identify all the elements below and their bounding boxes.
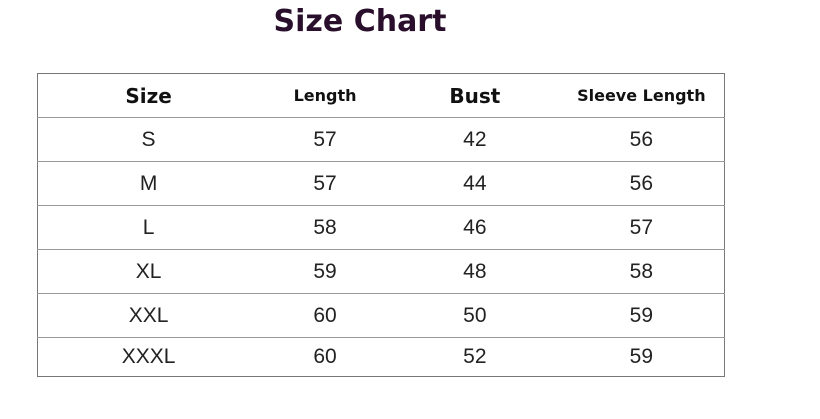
cell-length: 58 (259, 205, 391, 250)
cell-size: S (37, 117, 260, 162)
cell-bust: 50 (390, 293, 559, 338)
cell-size: XXXL (121, 345, 176, 368)
table-row: XXL 60 50 59 (37, 293, 725, 338)
cell-length: 60 (259, 293, 391, 338)
cell-length: 57 (259, 161, 391, 206)
cell-sleeve-length: 56 (558, 161, 725, 206)
table-header-row: Size Length Bust Sleeve Length (37, 73, 725, 118)
cell-bust: 48 (390, 249, 559, 294)
cell-length: 59 (259, 249, 391, 294)
cell-sleeve-length: 59 (558, 293, 725, 338)
cell-size: XXL (37, 293, 260, 338)
cell-length: 57 (259, 117, 391, 162)
cell-size: L (37, 205, 260, 250)
page-title: Size Chart (273, 4, 447, 39)
cell-sleeve-length: 59 (629, 345, 654, 368)
cell-sleeve-length: 56 (558, 117, 725, 162)
table-row: XXXL 60 52 59 (38, 338, 725, 377)
cell-bust: 42 (390, 117, 559, 162)
table-row: S 57 42 56 (37, 117, 725, 162)
cell-bust: 52 (463, 345, 487, 368)
table-row: M 57 44 56 (37, 161, 725, 206)
table-row: XL 59 48 58 (37, 249, 725, 294)
cell-bust: 46 (390, 205, 559, 250)
size-table: Size Length Bust Sleeve Length S 57 42 56 M 5… (37, 73, 725, 377)
header-length: Length (259, 73, 391, 118)
cell-length: 60 (313, 345, 337, 368)
header-bust: Bust (390, 73, 559, 118)
cell-sleeve-length: 58 (558, 249, 725, 294)
cell-size: XL (37, 249, 260, 294)
cell-bust: 44 (390, 161, 559, 206)
table-row: L 58 46 57 (37, 205, 725, 250)
cell-sleeve-length: 57 (558, 205, 725, 250)
cell-size: M (37, 161, 260, 206)
header-size: Size (37, 73, 260, 118)
header-sleeve-length: Sleeve Length (558, 73, 725, 118)
